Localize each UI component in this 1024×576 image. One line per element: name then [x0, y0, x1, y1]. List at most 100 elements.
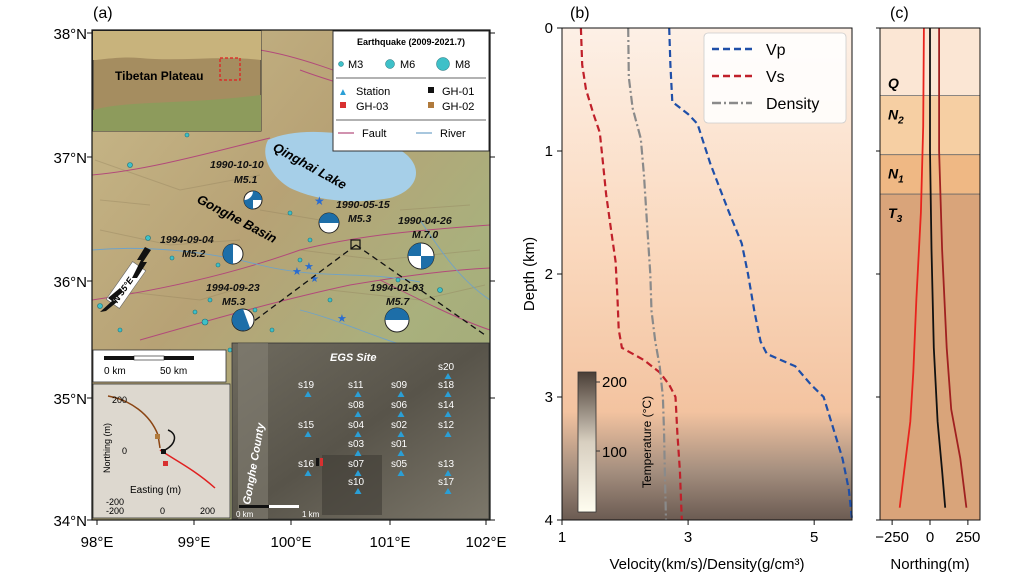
beachballs: [222, 190, 435, 333]
station-icon: [444, 391, 452, 397]
colorbar-tick: 200: [602, 374, 627, 391]
terrain-texture: [94, 159, 486, 301]
station-icon: [304, 431, 312, 437]
lat-tick-label: 34°N: [53, 513, 87, 530]
legend-entry: Vp: [766, 42, 786, 59]
station-icon: [354, 391, 362, 397]
event-mag: M5.1: [234, 174, 258, 186]
site-scale-end: 1 km: [302, 510, 320, 519]
station-icon: [397, 391, 405, 397]
panel-c-xlabel: Northing(m): [890, 556, 969, 573]
site-title: EGS Site: [330, 352, 376, 364]
station-label: s13: [438, 459, 455, 470]
temperature-colorbar: 200 100 Temperature (°C): [577, 371, 654, 513]
layer-t3: [880, 194, 980, 521]
legend-m6-symbol: [385, 59, 395, 69]
orientation-arrow: N 35°E: [100, 247, 151, 312]
well-trajectory-2: [938, 28, 968, 508]
y-tick-label: 3: [545, 389, 553, 406]
event-mag: M.7.0: [412, 229, 438, 241]
beachball-1990-10-10: [243, 190, 263, 210]
site-stations: s20 s19 s11 s09 s18 s08 s06 s14 s15 s04 s02 s12 s03 s…: [298, 362, 455, 494]
lon-tick-label: 98°E: [81, 534, 114, 551]
panel-c-series: [898, 27, 968, 508]
x-tick-label: 0: [926, 529, 934, 546]
well-trajectory-0: [898, 27, 925, 508]
x-tick-label: 250: [955, 529, 980, 546]
lat-tick-label: 38°N: [53, 26, 87, 43]
beachball-1994-01-03: [384, 307, 410, 333]
arrow-icon: [100, 288, 123, 312]
station-label: s05: [391, 459, 408, 470]
station-label: s03: [348, 439, 365, 450]
beachball-1994-09-23: [231, 308, 255, 332]
beachball-1990-05-15: [318, 212, 340, 234]
station-label: s19: [298, 380, 315, 391]
legend-gh02: GH-02: [442, 101, 474, 113]
event-date: 1994-09-04: [160, 234, 214, 246]
station-icon: [354, 470, 362, 476]
panel-b-legend: Vp Vs Density: [703, 32, 847, 124]
panel-b: (b) 1 3 5 0 1 2 3 4 Depth (km) Velocity(km/s)/D…: [521, 5, 854, 573]
station-icon: [397, 431, 405, 437]
lon-tick-label: 100°E: [270, 534, 311, 551]
svg-text:★: ★: [314, 194, 325, 208]
x-tick-label: 1: [558, 529, 566, 546]
station-icon: [397, 411, 405, 417]
station-label: s09: [391, 380, 408, 391]
legend-m8-symbol: [436, 57, 450, 71]
lon-tick-label: 101°E: [369, 534, 410, 551]
beachball-1990-04-26: [407, 242, 435, 270]
well-ylabel: Northing (m): [102, 423, 112, 473]
station-stars: ★★ ★★ ★: [292, 194, 347, 325]
x-tick-label: −250: [875, 529, 909, 546]
legend-m3-symbol: [338, 61, 344, 67]
event-date: 1990-05-15: [336, 199, 390, 211]
gh01-symbol: [428, 87, 434, 93]
lat-tick-label: 35°N: [53, 391, 87, 408]
legend-gh03: GH-03: [356, 101, 388, 113]
inset-highlight: [219, 57, 241, 81]
legend-gh01: GH-01: [442, 86, 474, 98]
station-icon: [304, 470, 312, 476]
station-icon: [354, 431, 362, 437]
well-xtick: 200: [200, 506, 215, 516]
svg-text:★: ★: [337, 313, 347, 325]
arrow-icon: [132, 247, 151, 278]
station-label: s04: [348, 420, 365, 431]
station-label: s18: [438, 380, 455, 391]
station-icon: [304, 391, 312, 397]
panel-b-xlabel: Velocity(km/s)/Density(g/cm³): [609, 556, 804, 573]
lon-labels: 98°E 99°E 100°E 101°E 102°E: [81, 534, 507, 551]
panel-c-ticks: −250 0 250: [875, 27, 980, 546]
inset-map: Tibetan Plateau: [92, 30, 262, 132]
station-icon: [444, 373, 452, 379]
well-ytick: 200: [112, 395, 127, 405]
station-label: s10: [348, 477, 365, 488]
panel-b-series: [579, 27, 854, 521]
colorbar-tick: 100: [602, 444, 627, 461]
series-line-vs: [579, 27, 683, 521]
x-tick-label: 5: [810, 529, 818, 546]
panel-b-ticks: 1 3 5 0 1 2 3 4: [545, 20, 819, 546]
scale-end: 50 km: [160, 366, 187, 377]
y-tick-label: 4: [545, 512, 553, 529]
profile-lines: [241, 244, 486, 336]
station-label: s07: [348, 459, 365, 470]
station-label: s15: [298, 420, 315, 431]
legend-station: Station: [356, 86, 390, 98]
x-tick-label: 3: [684, 529, 692, 546]
station-icon: [354, 411, 362, 417]
gh03-symbol: [340, 102, 346, 108]
station-label: s01: [391, 439, 408, 450]
legend-entry: Vs: [766, 69, 785, 86]
well-inset: 200 0 -200 Northing (m) Easting (m) -200…: [92, 383, 231, 519]
panel-c-label: (c): [890, 5, 909, 22]
lat-tick-label: 36°N: [53, 274, 87, 291]
y-tick-label: 2: [545, 266, 553, 283]
event-date: 1990-04-26: [398, 215, 452, 227]
legend-title: Earthquake (2009-2021.7): [357, 37, 465, 47]
legend-m6: M6: [400, 59, 415, 71]
